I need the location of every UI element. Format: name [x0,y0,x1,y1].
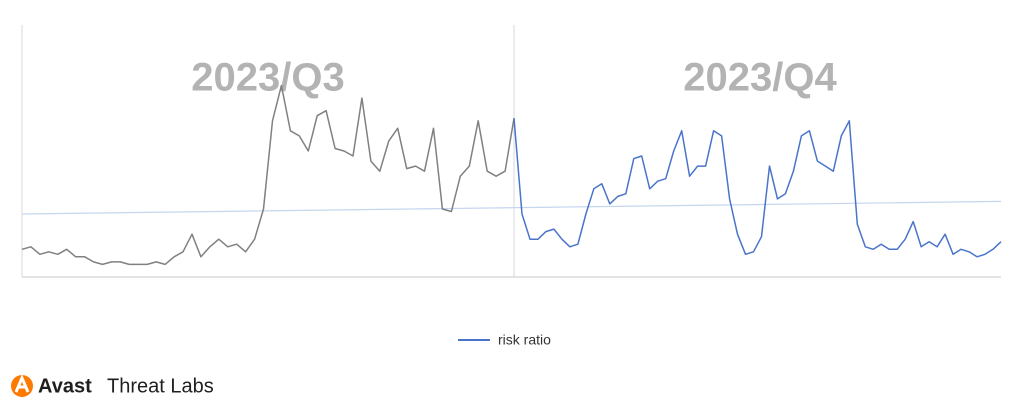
logo-glyph [14,374,30,393]
product-name: Threat Labs [107,375,214,397]
quarter-label: 2023/Q3 [191,56,344,100]
trendline [21,200,1002,215]
brand-name: Avast [38,375,92,397]
quarter-label: 2023/Q4 [683,56,837,100]
series-line [513,118,1002,258]
logo: Avast Threat Labs [11,374,214,397]
series-line [21,84,515,266]
legend-label: risk ratio [498,332,551,348]
